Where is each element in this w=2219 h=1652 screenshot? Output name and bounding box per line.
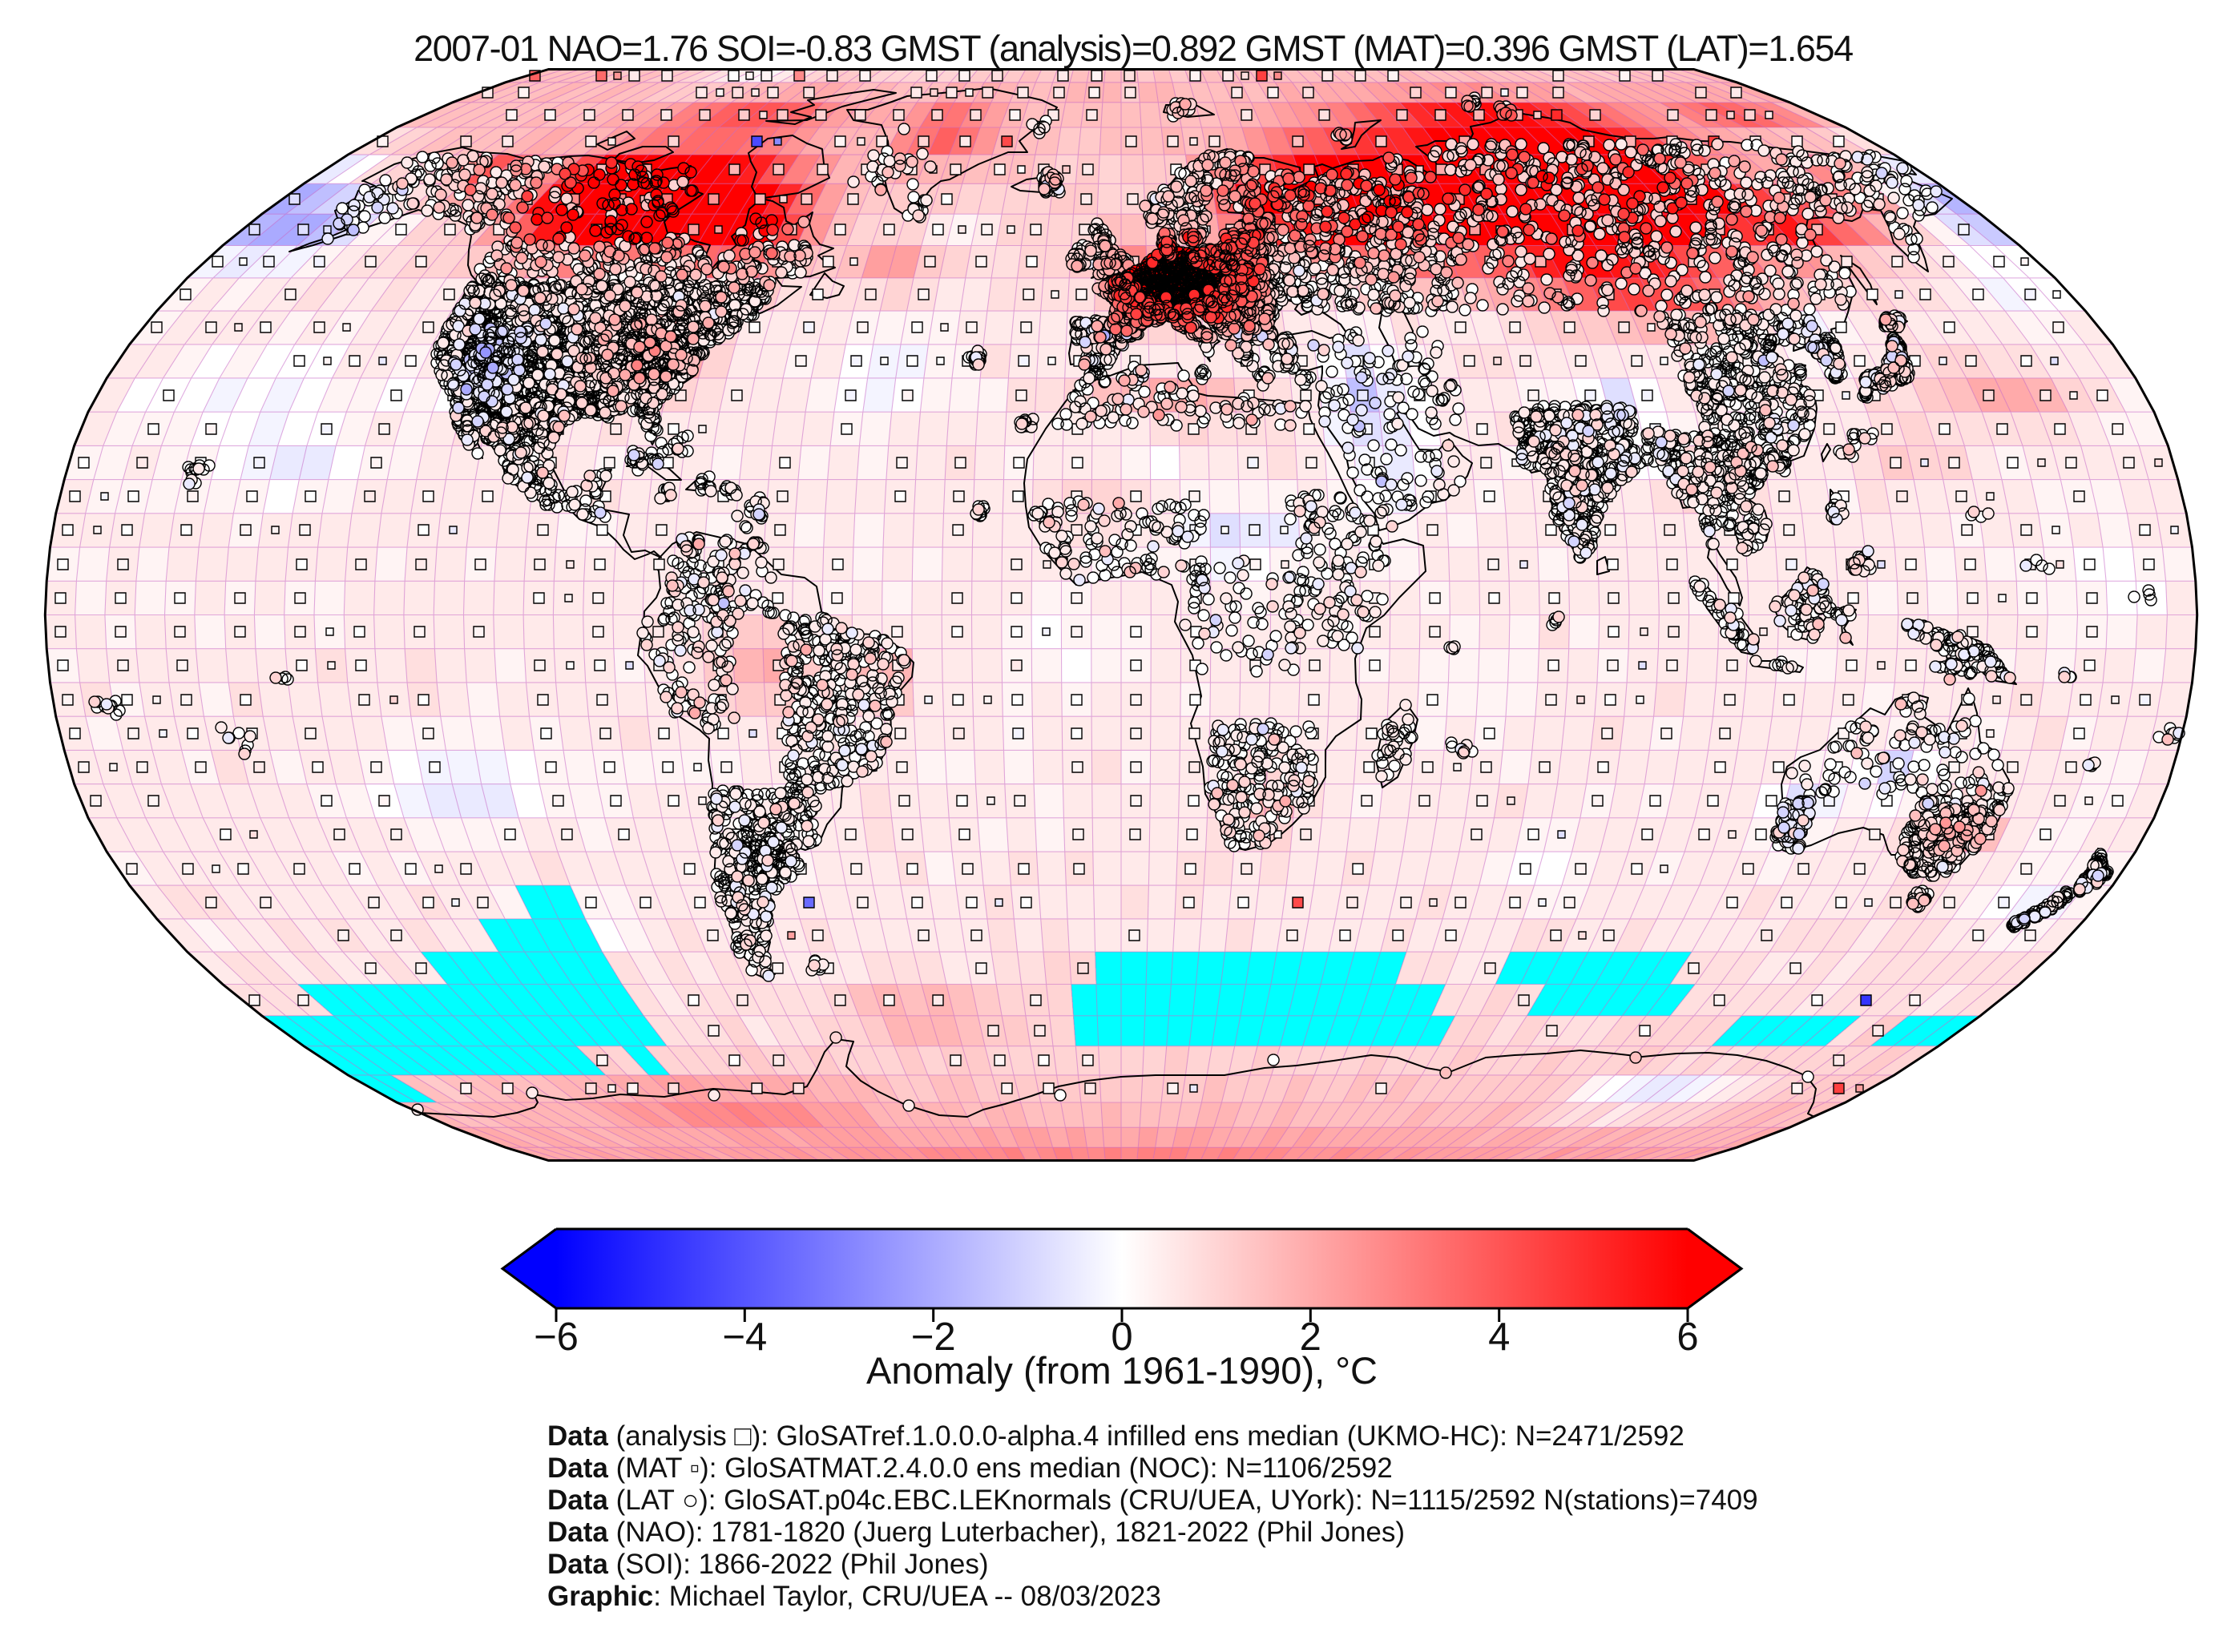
svg-text:2: 2 (1300, 1316, 1321, 1359)
svg-text:−6: −6 (534, 1316, 579, 1359)
svg-text:Data (MAT ▫): GloSATMAT.2.4.0.: Data (MAT ▫): GloSATMAT.2.4.0.0 ens medi… (547, 1453, 1393, 1484)
svg-text:Data (NAO): 1781-1820 (Juerg L: Data (NAO): 1781-1820 (Juerg Luterbacher… (547, 1517, 1405, 1548)
svg-text:0: 0 (1111, 1316, 1132, 1359)
svg-text:Anomaly (from 1961-1990), °C: Anomaly (from 1961-1990), °C (866, 1349, 1378, 1392)
svg-text:4: 4 (1488, 1316, 1510, 1359)
svg-text:6: 6 (1676, 1316, 1698, 1359)
svg-text:2007-01 NAO=1.76 SOI=-0.83 GMS: 2007-01 NAO=1.76 SOI=-0.83 GMST (analysi… (414, 28, 1853, 69)
svg-text:Data (SOI): 1866-2022 (Phil Jo: Data (SOI): 1866-2022 (Phil Jones) (547, 1549, 989, 1580)
svg-text:Data (LAT ○): GloSAT.p04c.EBC.: Data (LAT ○): GloSAT.p04c.EBC.LEKnormals… (547, 1485, 1758, 1516)
svg-text:−4: −4 (722, 1316, 767, 1359)
svg-text:Data (analysis □): GloSATref.1: Data (analysis □): GloSATref.1.0.0.0-alp… (547, 1420, 1684, 1452)
svg-text:−2: −2 (911, 1316, 956, 1359)
svg-text:Graphic: Michael Taylor, CRU/U: Graphic: Michael Taylor, CRU/UEA -- 08/0… (547, 1581, 1161, 1612)
